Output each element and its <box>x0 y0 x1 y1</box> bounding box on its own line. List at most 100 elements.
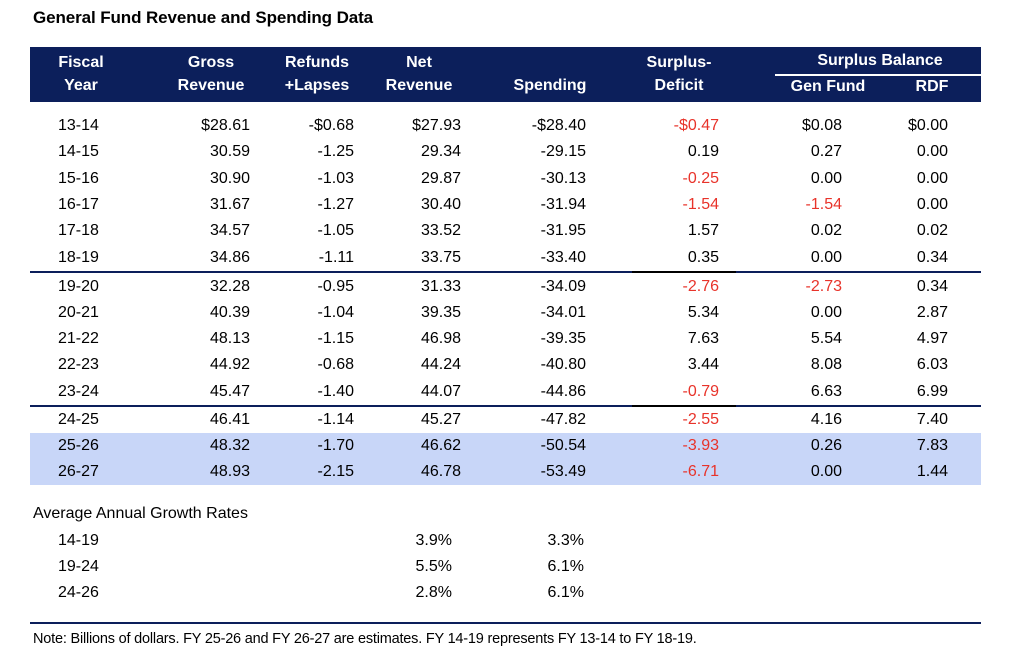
gen-fund-cell: -2.73 <box>805 277 842 295</box>
table-row: 14-15 30.59 -1.25 29.34 -29.15 0.19 0.27 0.00 <box>30 139 981 165</box>
net-cell: 44.07 <box>420 382 461 400</box>
net-cell: 44.24 <box>420 356 461 374</box>
spending-cell: -33.40 <box>540 248 586 266</box>
rdf-cell: 0.00 <box>916 195 948 213</box>
growth-period-cell: 14-19 <box>58 532 99 549</box>
header-surplus-deficit-line2: Deficit <box>654 77 704 94</box>
fiscal-year-cell: 26-27 <box>58 462 99 480</box>
gen-fund-cell: 4.16 <box>810 411 842 429</box>
net-cell: 45.27 <box>420 411 461 429</box>
rdf-cell: 0.02 <box>916 222 948 240</box>
gen-fund-cell: 5.54 <box>810 330 842 348</box>
growth-period-cell: 19-24 <box>58 558 99 575</box>
net-cell: $27.93 <box>412 117 461 134</box>
rdf-cell: 0.34 <box>916 248 948 266</box>
gen-fund-cell: 0.26 <box>810 436 842 454</box>
header-surplus-balance: Surplus Balance <box>817 52 943 69</box>
header-net-revenue-line2: Revenue <box>385 77 453 94</box>
fiscal-year-cell: 21-22 <box>58 330 99 348</box>
growth-net-revenue-cell: 5.5% <box>415 558 452 575</box>
gen-fund-cell: -1.54 <box>805 195 842 213</box>
surplus-cell: -1.54 <box>682 195 719 213</box>
table-title: General Fund Revenue and Spending Data <box>33 8 374 27</box>
header-net-revenue-line1: Net <box>406 54 432 71</box>
fiscal-year-cell: 24-25 <box>58 411 99 429</box>
table-row: 19-20 32.28 -0.95 31.33 -34.09 -2.76 -2.73 0.34 <box>30 274 981 300</box>
rdf-cell: 0.34 <box>916 277 948 295</box>
refunds-cell: -0.68 <box>317 356 354 374</box>
table-row: 24-25 46.41 -1.14 45.27 -47.82 -2.55 4.16 7.40 <box>30 407 981 433</box>
refunds-cell: -1.40 <box>317 382 354 400</box>
refunds-cell: -$0.68 <box>308 117 354 134</box>
section-divider-accent <box>632 271 736 273</box>
gross-cell: 48.32 <box>209 436 250 454</box>
table-row: 23-24 45.47 -1.40 44.07 -44.86 -0.79 6.63 6.99 <box>30 379 981 405</box>
gen-fund-cell: 0.02 <box>810 222 842 240</box>
rdf-cell: 0.00 <box>916 143 948 161</box>
header-surplus-balance-divider <box>775 74 981 76</box>
gross-cell: 48.13 <box>209 330 250 348</box>
fiscal-year-cell: 18-19 <box>58 248 99 266</box>
header-fiscal-year: Fiscal Year <box>50 51 112 97</box>
gen-fund-cell: 0.00 <box>810 248 842 266</box>
refunds-cell: -1.05 <box>317 222 354 240</box>
table-row: 15-16 30.90 -1.03 29.87 -30.13 -0.25 0.00 0.00 <box>30 166 981 192</box>
refunds-cell: -1.14 <box>317 411 354 429</box>
section-divider-accent <box>632 405 736 407</box>
fiscal-year-cell: 16-17 <box>58 195 99 213</box>
fiscal-year-cell: 20-21 <box>58 303 99 321</box>
table-row: 13-14 $28.61 -$0.68 $27.93 -$28.40 -$0.47 $0.0… <box>30 113 981 139</box>
refunds-cell: -1.70 <box>317 436 354 454</box>
refunds-cell: -1.25 <box>317 143 354 161</box>
surplus-cell: 7.63 <box>687 330 719 348</box>
table-row: 21-22 48.13 -1.15 46.98 -39.35 7.63 5.54 4.97 <box>30 326 981 352</box>
bottom-divider <box>30 622 981 624</box>
table-row: 26-27 48.93 -2.15 46.78 -53.49 -6.71 0.00 1.44 <box>30 458 981 486</box>
surplus-cell: 1.57 <box>687 222 719 240</box>
header-refunds-lapses-line1: Refunds <box>285 54 349 71</box>
net-cell: 46.62 <box>420 436 461 454</box>
surplus-cell: -3.93 <box>682 436 719 454</box>
refunds-cell: -2.15 <box>317 462 354 480</box>
spending-cell: -47.82 <box>540 411 586 429</box>
net-cell: 46.98 <box>420 330 461 348</box>
section-divider <box>30 405 981 407</box>
refunds-cell: -1.27 <box>317 195 354 213</box>
gen-fund-cell: 0.00 <box>810 169 842 187</box>
spending-cell: -29.15 <box>540 143 586 161</box>
fiscal-year-cell: 23-24 <box>58 382 99 400</box>
table-row: 16-17 31.67 -1.27 30.40 -31.94 -1.54 -1.54 0.00 <box>30 192 981 218</box>
spending-cell: -34.01 <box>540 303 586 321</box>
refunds-cell: -0.95 <box>317 277 354 295</box>
growth-period-cell: 24-26 <box>58 584 99 601</box>
gross-cell: 30.90 <box>209 169 250 187</box>
net-cell: 33.75 <box>420 248 461 266</box>
table-row: 25-26 48.32 -1.70 46.62 -50.54 -3.93 0.26 7.83 <box>30 432 981 459</box>
rdf-cell: 6.03 <box>916 356 948 374</box>
growth-net-revenue-cell: 2.8% <box>415 584 452 601</box>
net-cell: 46.78 <box>420 462 461 480</box>
gross-cell: 34.57 <box>209 222 250 240</box>
growth-row: 14-19 3.9% 3.3% <box>30 528 981 554</box>
gen-fund-cell: 6.63 <box>810 382 842 400</box>
surplus-cell: -2.55 <box>682 411 719 429</box>
header-net-revenue: Net Revenue <box>376 51 462 97</box>
refunds-cell: -1.11 <box>318 248 354 266</box>
spending-cell: -44.86 <box>540 382 586 400</box>
gross-cell: 40.39 <box>209 303 250 321</box>
header-surplus-deficit-line1: Surplus- <box>646 54 712 71</box>
rdf-cell: 1.44 <box>916 462 948 480</box>
gen-fund-cell: 0.00 <box>810 303 842 321</box>
spending-cell: -40.80 <box>540 356 586 374</box>
gen-fund-cell: 0.00 <box>810 462 842 480</box>
fiscal-year-cell: 15-16 <box>58 169 99 187</box>
growth-row: 19-24 5.5% 6.1% <box>30 554 981 580</box>
surplus-cell: -6.71 <box>682 462 719 480</box>
rdf-cell: 2.87 <box>916 303 948 321</box>
header-fiscal-year-line1: Fiscal <box>58 54 104 71</box>
header-gross-revenue-line2: Revenue <box>177 77 245 94</box>
gen-fund-cell: 0.27 <box>810 143 842 161</box>
gross-cell: 34.86 <box>209 248 250 266</box>
spending-cell: -30.13 <box>540 169 586 187</box>
header-rdf: RDF <box>915 78 949 95</box>
